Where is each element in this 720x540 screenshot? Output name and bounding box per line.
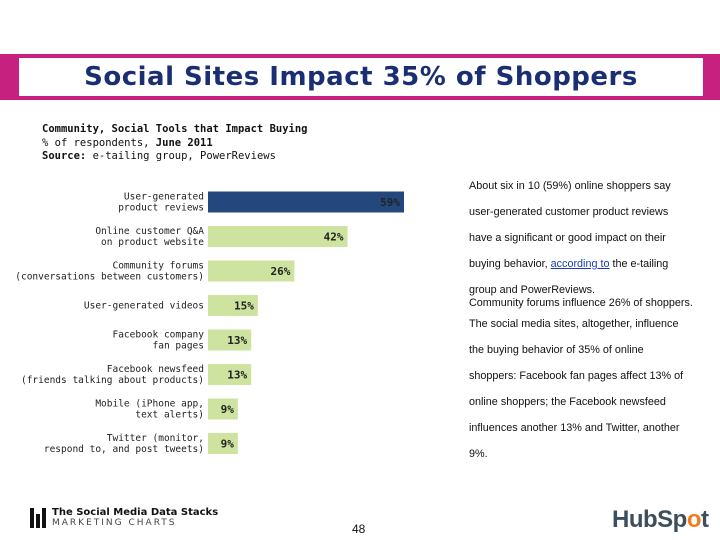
chart-subtitle: Community, Social Tools that Impact Buyi…	[42, 123, 308, 164]
note-paragraph-2: Community forums influence 26% of shoppe…	[469, 290, 714, 316]
value-label: 42%	[324, 231, 344, 244]
source-label: Source:	[42, 150, 87, 162]
bar-3	[208, 260, 295, 282]
category-label: Online customer Q&A on product website	[95, 226, 204, 248]
survey-date: June 2011	[155, 136, 213, 149]
bar-2	[208, 226, 348, 247]
value-label: 9%	[221, 403, 235, 416]
value-label: 9%	[221, 438, 235, 451]
page-title: Social Sites Impact 35% of Shoppers	[84, 62, 638, 92]
note-text: buying behavior,	[469, 258, 551, 270]
bar-6	[208, 364, 252, 385]
note-paragraph-3: The social media sites, altogether, infl…	[469, 311, 714, 467]
brand-part: t	[701, 506, 709, 533]
note-line: the buying behavior of 35% of online	[469, 344, 644, 356]
bar-8	[208, 433, 238, 454]
units-text: % of respondents,	[42, 136, 156, 149]
note-line: buying behavior, according to the e-tail…	[469, 251, 714, 277]
according-to-link[interactable]: according to	[550, 258, 610, 270]
bars-logo-icon	[30, 506, 46, 528]
category-label: Facebook newsfeed (friends talking about …	[21, 364, 204, 386]
category-label: User-generated videos	[84, 301, 204, 312]
note-line: shoppers: Facebook fan pages affect 13% …	[469, 370, 684, 382]
value-label: 26%	[270, 265, 290, 278]
bar-7	[208, 398, 238, 420]
title-box: Social Sites Impact 35% of Shoppers	[19, 58, 703, 96]
note-line: 9%.	[469, 448, 488, 460]
note-line: online shoppers; the Facebook newsfeed	[469, 396, 666, 408]
value-label: 13%	[227, 369, 247, 382]
note-line: user-generated customer product reviews	[469, 206, 669, 218]
marketing-charts-logo: The Social Media Data Stacks MARKETING C…	[30, 506, 218, 528]
category-label: User-generated product reviews	[118, 192, 204, 214]
bar-1	[208, 191, 404, 213]
note-line: group and PowerReviews.	[469, 284, 596, 296]
page-number: 48	[352, 522, 366, 536]
bar-5	[208, 329, 252, 351]
chart-units: % of respondents, June 2011	[42, 137, 308, 151]
category-label: Facebook company fan pages	[112, 330, 204, 352]
source-text: e-tailing group, PowerReviews	[86, 150, 276, 162]
category-label: Mobile (iPhone app, text alerts)	[95, 399, 204, 421]
value-label: 59%	[380, 196, 400, 209]
note-text: the e-tailing	[609, 258, 669, 270]
logo-line-1: The Social Media Data Stacks	[52, 506, 219, 518]
note-line: The social media sites, altogether, infl…	[469, 318, 679, 330]
value-label: 15%	[234, 300, 254, 313]
value-label: 13%	[227, 334, 247, 347]
title-bar: Social Sites Impact 35% of Shoppers	[0, 54, 720, 100]
note-line: influences another 13% and Twitter, anot…	[469, 422, 680, 434]
brand-o: o	[686, 506, 702, 533]
bar-4	[208, 295, 258, 316]
chart-source: Source: e-tailing group, PowerReviews	[42, 150, 308, 164]
category-label: Twitter (monitor, respond to, and post tw…	[44, 433, 204, 455]
note-paragraph-1: About six in 10 (59%) online shoppers sa…	[469, 173, 714, 303]
note-line: Community forums influence 26% of shoppe…	[469, 297, 693, 309]
hubspot-logo: HubSpot	[612, 506, 709, 534]
logo-line-2: MARKETING CHARTS	[52, 517, 177, 528]
chart-title: Community, Social Tools that Impact Buyi…	[42, 123, 308, 135]
note-line: have a significant or good impact on the…	[469, 232, 666, 244]
brand-part: HubSp	[612, 506, 687, 533]
note-line: About six in 10 (59%) online shoppers sa…	[469, 180, 671, 192]
category-label: Community forums (conversations between c…	[15, 261, 204, 283]
